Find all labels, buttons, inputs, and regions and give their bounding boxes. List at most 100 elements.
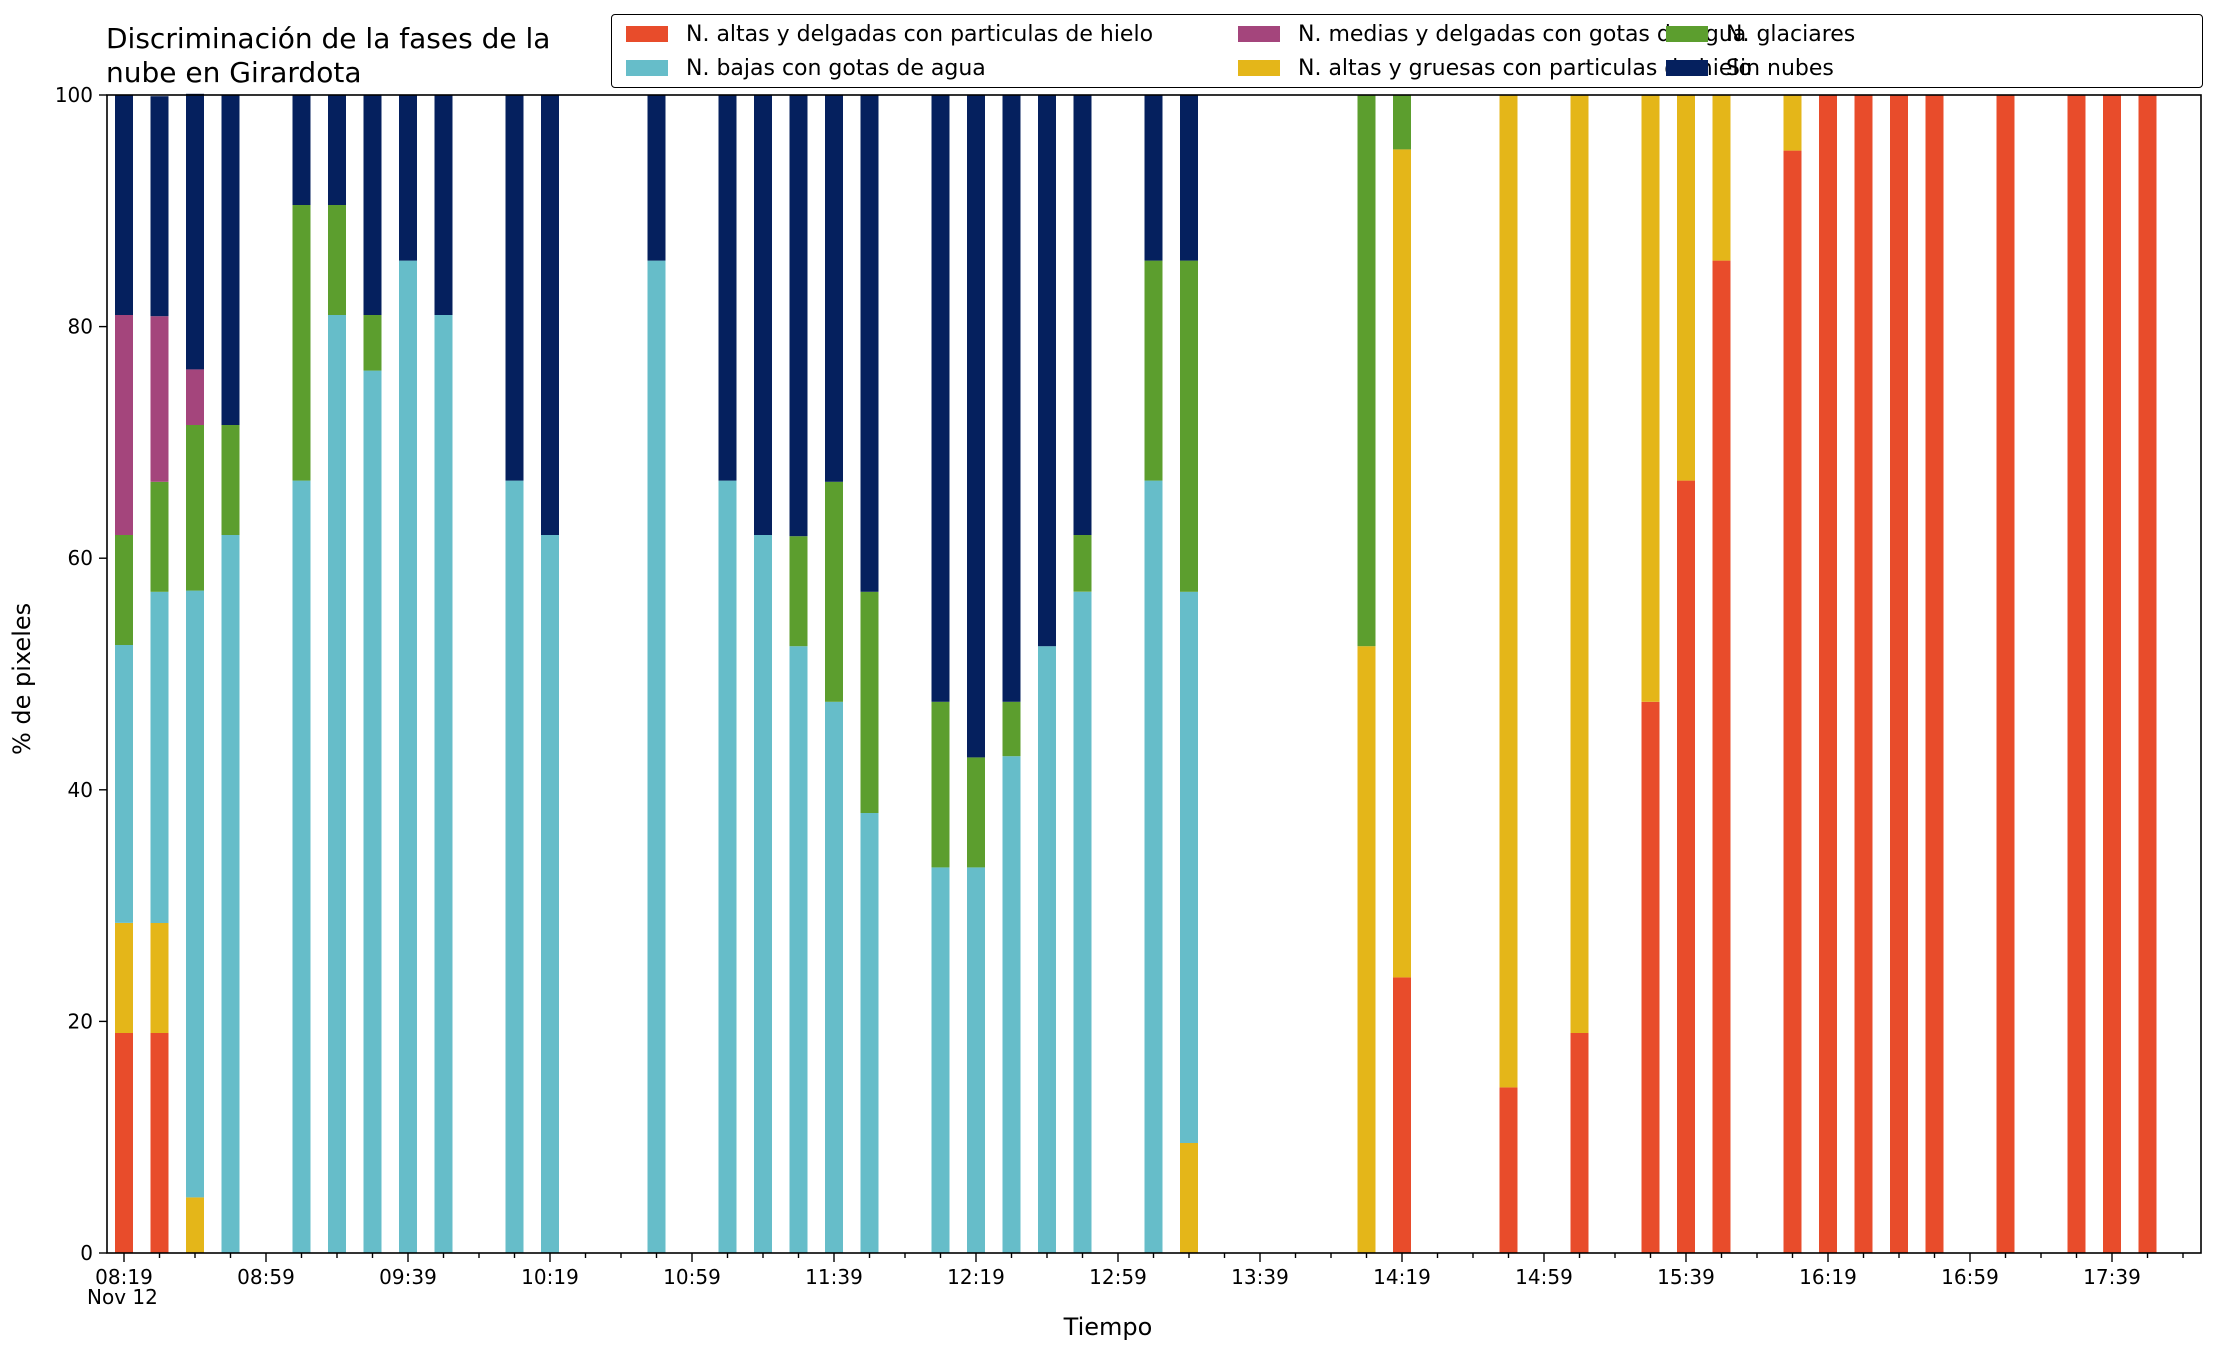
bar-segment-0959-s5 (825, 95, 843, 482)
bar-segment-0854-s3 (363, 315, 382, 371)
x-axis-label: Tiempo (1063, 1313, 1153, 1341)
bar-segment-0844-s2 (292, 480, 311, 1254)
y-tick-label: 80 (68, 315, 93, 339)
bar-segment-1134-s0 (1499, 1087, 1518, 1253)
x-tick-label: 14:19 (1373, 1265, 1431, 1289)
x-tick-label: 10:59 (663, 1265, 721, 1289)
bar-segment-1204-s0 (1712, 260, 1731, 1254)
chart-title: Discriminación de la fases de la nube en… (106, 22, 551, 89)
legend-label: N. altas y delgadas con particulas de hi… (686, 21, 1154, 47)
bar-segment-0819-s4 (115, 315, 133, 535)
bar-segment-0954-s3 (789, 536, 808, 647)
bar-segment-1159-s0 (1677, 480, 1695, 1254)
bar-segment-1049-s5 (1180, 95, 1198, 261)
bar-segment-1204-s1 (1712, 95, 1731, 261)
bar-segment-0934-s5 (647, 95, 666, 261)
bar-segment-0824-s2 (150, 591, 169, 923)
bar-segment-1154-s1 (1641, 95, 1660, 702)
bar-segment-0849-s5 (328, 95, 346, 205)
bar-segment-0854-s5 (363, 95, 382, 315)
bar-segment-1119-s0 (1393, 977, 1411, 1253)
bar-segment-0819-s1 (115, 923, 133, 1033)
bar-segment-0819-s2 (115, 645, 133, 923)
bar-segment-0959-s3 (825, 481, 843, 702)
legend-label: N. glaciares (1726, 21, 1856, 47)
bar-segment-1114-s1 (1357, 646, 1376, 1253)
bar-segment-1044-s5 (1144, 95, 1163, 261)
bar-segment-0829-s3 (186, 425, 204, 591)
bar-segment-0819-s0 (115, 1033, 133, 1253)
x-tick-label: 11:39 (805, 1265, 863, 1289)
bar-segment-1119-s1 (1393, 149, 1411, 978)
bar-segment-0859-s2 (399, 260, 417, 1254)
bar-segment-1049-s1 (1180, 1143, 1198, 1253)
bar-segment-1044-s3 (1144, 260, 1163, 481)
legend-swatch (1666, 26, 1708, 42)
bar-segment-0859-s5 (399, 95, 417, 261)
x-tick-label: 08:19 (95, 1265, 153, 1289)
bar-segment-1014-s5 (931, 95, 950, 702)
x-tick-label: 09:39 (379, 1265, 437, 1289)
ticks-layer: 0 20 40 60 80 100 08:19 08:59 09:39 10:19 10:59 11:… (55, 83, 2184, 1289)
bar-segment-0914-s2 (505, 480, 524, 1254)
y-tick-label: 20 (68, 1009, 93, 1033)
bar-segment-1004-s3 (860, 591, 879, 813)
bar-segment-0854-s2 (363, 370, 382, 1254)
bar-segment-1019-s5 (967, 95, 985, 758)
bar-segment-0824-s5 (150, 96, 169, 317)
bar-segment-1229-s0 (1890, 95, 1908, 1253)
bar-segment-0819-s5 (115, 95, 133, 315)
bar-segment-1024-s2 (1002, 756, 1021, 1253)
bar-segment-0919-s5 (541, 95, 559, 535)
bar-segment-1219-s0 (1819, 95, 1837, 1253)
x-tick-label: 10:19 (521, 1265, 579, 1289)
bar-segment-0949-s2 (754, 535, 772, 1253)
y-tick-label: 60 (68, 546, 93, 570)
legend-swatch (1238, 26, 1280, 42)
bar-segment-0944-s5 (718, 95, 737, 481)
bar-segment-1004-s2 (860, 813, 879, 1253)
bar-segment-1254-s0 (2067, 95, 2086, 1253)
bar-segment-0824-s1 (150, 923, 169, 1033)
bar-segment-1034-s2 (1073, 591, 1092, 1253)
bar-segment-1144-s1 (1570, 95, 1589, 1033)
bar-segment-0849-s2 (328, 315, 346, 1253)
bar-segment-0829-s1 (186, 1197, 204, 1253)
bar-segment-1014-s3 (931, 701, 950, 868)
bar-segment-0954-s2 (789, 646, 808, 1253)
legend-label: N. bajas con gotas de agua (686, 55, 986, 81)
x-tick-label: 12:19 (947, 1265, 1005, 1289)
bar-segment-0844-s5 (292, 95, 311, 205)
bar-segment-1159-s1 (1677, 95, 1695, 481)
x-tick-label: 16:19 (1799, 1265, 1857, 1289)
bar-segment-1244-s0 (1996, 95, 2015, 1253)
x-tick-label: 17:39 (2083, 1265, 2141, 1289)
legend-swatch (1238, 60, 1280, 76)
bar-segment-1144-s0 (1570, 1033, 1589, 1253)
bar-segment-1259-s0 (2103, 95, 2121, 1253)
bar-segment-0944-s2 (718, 480, 737, 1254)
x-tick-label: 13:39 (1231, 1265, 1289, 1289)
bar-segment-0959-s2 (825, 701, 843, 1253)
bar-segment-0844-s3 (292, 205, 311, 481)
legend-swatch (626, 60, 668, 76)
legend-swatch (1666, 60, 1708, 76)
bar-segment-0919-s2 (541, 535, 559, 1253)
bar-segment-1049-s3 (1180, 260, 1198, 592)
bar-segment-0824-s4 (150, 316, 169, 482)
bar-segment-1304-s0 (2138, 95, 2157, 1253)
y-tick-label: 100 (55, 83, 93, 107)
y-axis-label: % de pixeles (8, 602, 36, 755)
bar-segment-0834-s2 (221, 535, 240, 1253)
legend-item: N. glaciares (1666, 19, 1855, 49)
bar-segment-1134-s1 (1499, 95, 1518, 1088)
bar-segment-1029-s5 (1038, 95, 1056, 647)
legend-item: Sin nubes (1666, 53, 1834, 83)
bar-segment-0949-s5 (754, 95, 772, 535)
bar-segment-0914-s5 (505, 95, 524, 481)
bar-segment-1214-s0 (1783, 150, 1802, 1254)
bar-segment-0829-s4 (186, 369, 204, 425)
bar-segment-0824-s0 (150, 1033, 169, 1253)
bar-segment-1119-s3 (1393, 95, 1411, 150)
bar-segment-1029-s2 (1038, 646, 1056, 1253)
